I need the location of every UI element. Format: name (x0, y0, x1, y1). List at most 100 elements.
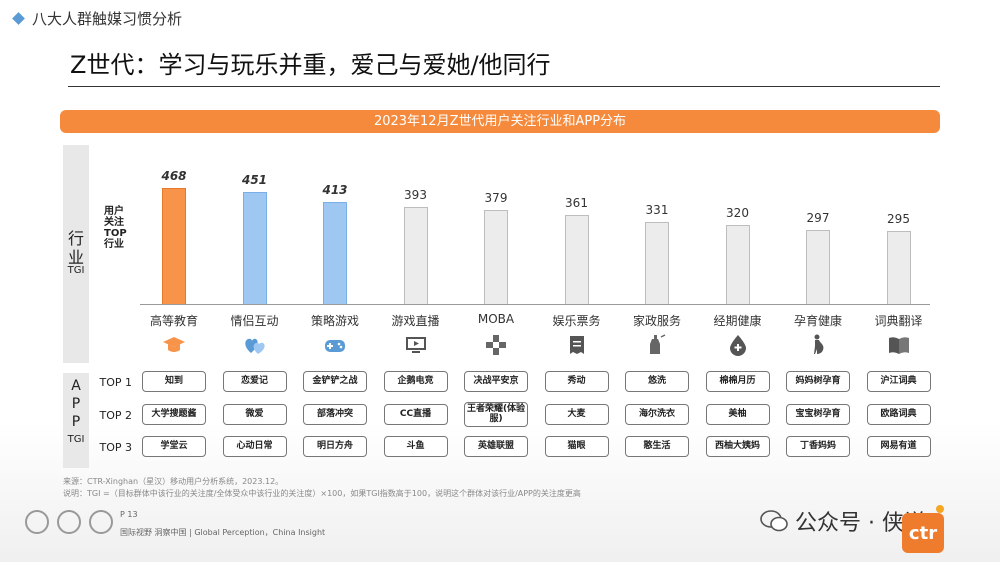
category-label: MOBA (477, 312, 515, 326)
bar-0 (162, 188, 186, 304)
app-box: 企鹅电竞 (383, 371, 448, 392)
bar-9 (886, 230, 911, 304)
app-label-2: P (71, 396, 81, 412)
wechat-icon (760, 510, 788, 532)
certification-seal-icon (89, 510, 113, 534)
bar-2 (323, 201, 347, 304)
chart-baseline (140, 304, 930, 305)
row-label-top2: TOP 2 (99, 409, 132, 422)
logo-dot (936, 505, 944, 513)
category-label: 高等教育 (149, 314, 198, 328)
bar-value-label: 468 (161, 169, 187, 183)
app-box: 秀动 (544, 371, 609, 392)
app-side-panel (63, 373, 89, 468)
industry-label-2: 业 (67, 248, 84, 267)
bar-value-label: 393 (404, 187, 427, 202)
certification-seal-icon (25, 510, 49, 534)
monitor-icon (405, 337, 426, 353)
bar-8 (806, 230, 830, 304)
footnote-explanation: 说明：TGI =（目标群体中该行业的关注度/全体受众中该行业的关注度）×100，… (63, 489, 581, 498)
app-box: 沪江词典 (866, 371, 931, 392)
bar-value-label: 413 (322, 182, 348, 197)
app-box: 西柚大姨妈 (705, 436, 770, 457)
bar-value-label: 320 (726, 205, 749, 220)
app-label-1: A (71, 378, 81, 394)
category-label: 游戏直播 (391, 314, 440, 328)
bar-value-label: 451 (241, 173, 268, 188)
category-label: 家政服务 (632, 314, 681, 328)
app-box: 明日方舟 (303, 436, 367, 457)
footer-slogan: 国际视野 洞察中国 | Global Perception，China Insi… (120, 528, 326, 537)
chart-title-banner: 2023年12月Z世代用户关注行业和APP分布 (60, 110, 940, 133)
app-box: 网易有道 (866, 436, 931, 457)
app-box: 微爱 (222, 404, 287, 425)
book-icon (888, 337, 909, 354)
app-box: 金铲铲之战 (303, 371, 367, 392)
section-diamond-icon (12, 12, 25, 25)
app-box: 心动日常 (222, 436, 287, 457)
row-label-top1: TOP 1 (99, 376, 132, 389)
app-box: CC直播 (383, 404, 448, 425)
category-label: 词典翻译 (874, 314, 923, 328)
app-box: 欧路词典 (866, 404, 931, 425)
bar-value-label: 295 (887, 211, 910, 226)
category-label: 孕育健康 (793, 314, 842, 328)
bar-value-label: 361 (565, 195, 588, 210)
bar-3 (403, 206, 428, 304)
app-box: 宝宝树孕育 (786, 404, 850, 425)
hearts-icon (244, 338, 265, 354)
drop-icon (729, 335, 746, 356)
industry-side-panel (63, 145, 89, 363)
ticket-icon (569, 336, 584, 354)
category-label: 娱乐票务 (552, 314, 601, 328)
app-box: 王者荣耀(体验服) (464, 402, 528, 427)
app-box: 部落冲突 (303, 404, 367, 425)
industry-label-1: 行 (67, 229, 84, 248)
app-box: 美柚 (705, 404, 770, 425)
app-tgi-label: TGI (67, 434, 85, 445)
y-axis-label-line: TOP (104, 228, 127, 239)
bar-5 (564, 214, 589, 304)
dpad-icon (486, 335, 506, 355)
y-axis-label-line: 行业 (104, 239, 124, 250)
app-box: 知到 (142, 371, 206, 392)
bar-value-label: 379 (484, 191, 508, 206)
category-label: 情侣互动 (230, 314, 279, 328)
app-box: 恋爱记 (222, 371, 287, 392)
app-box: 大学搜题酱 (142, 404, 206, 425)
gamepad-icon (325, 340, 345, 352)
y-axis-label-line: 用户 (104, 206, 124, 217)
page-number: P 13 (120, 510, 138, 519)
bar-4 (484, 210, 508, 304)
bar-value-label: 297 (806, 211, 830, 226)
page-title: Z世代：学习与玩乐并重，爱己与爱她/他同行 (70, 51, 551, 79)
app-box: 妈妈树孕育 (786, 371, 850, 392)
y-axis-label: 用户 关注 TOP 行业 (104, 206, 136, 250)
bar-6 (645, 221, 669, 304)
app-box: 英雄联盟 (464, 436, 528, 457)
app-box: 大麦 (544, 404, 609, 425)
category-label: 策略游戏 (310, 314, 359, 328)
row-label-top3: TOP 3 (99, 441, 132, 454)
app-box: 斗鱼 (383, 436, 448, 457)
ctr-logo: ctr (902, 513, 944, 553)
industry-tgi-label: TGI (67, 265, 85, 276)
app-box: 棉棉月历 (705, 371, 770, 392)
bar-7 (725, 224, 750, 304)
app-box: 决战平安京 (464, 371, 528, 392)
app-box: 憨生活 (625, 436, 689, 457)
app-label-3: P (71, 414, 81, 430)
app-box: 悠洗 (625, 371, 689, 392)
pregnancy-icon (814, 334, 824, 354)
title-divider (68, 86, 940, 87)
app-box: 丁香妈妈 (786, 436, 850, 457)
y-axis-label-line: 关注 (104, 217, 124, 228)
section-header: 八大人群触媒习惯分析 (32, 10, 183, 28)
app-box: 猫眼 (544, 436, 609, 457)
app-box: 学堂云 (142, 436, 206, 457)
category-label: 经期健康 (713, 314, 762, 328)
bar-value-label: 331 (645, 202, 669, 217)
certification-seal-icon (57, 510, 81, 534)
bar-1 (242, 192, 267, 304)
cleaning-icon (650, 334, 666, 354)
